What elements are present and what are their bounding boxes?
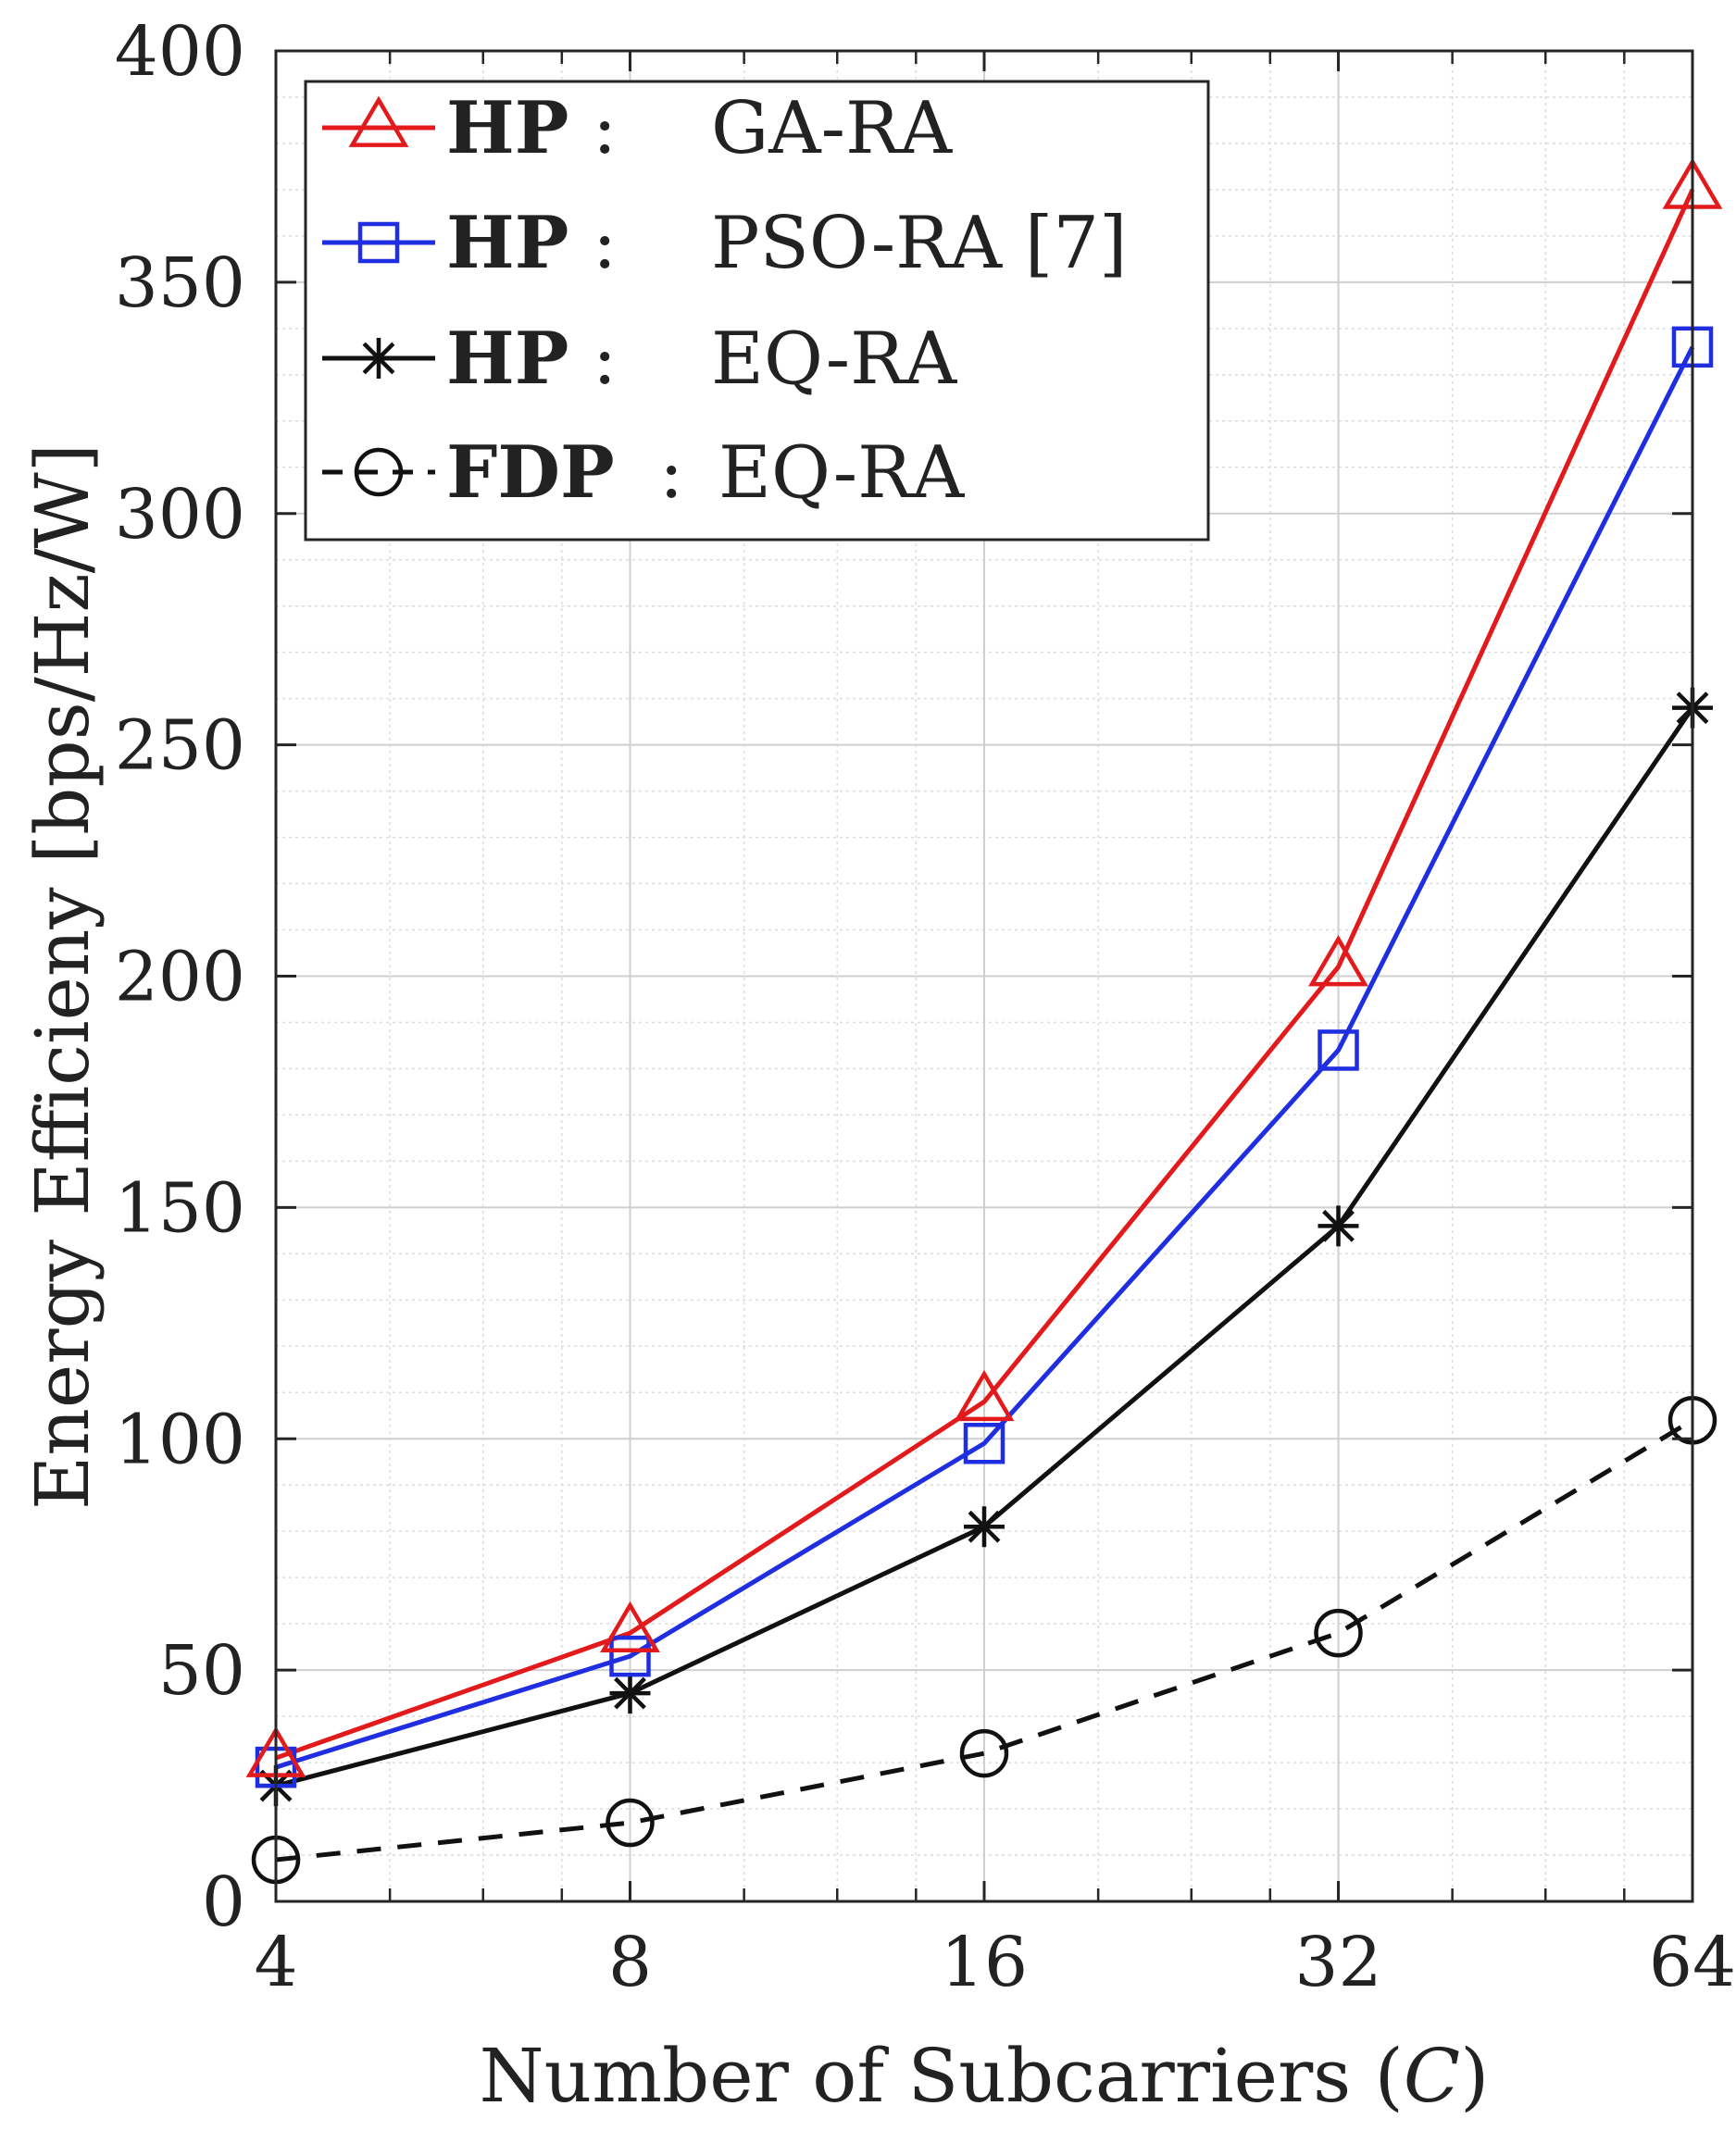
x-tick-label: 16 [941,1923,1028,2002]
data-point-hp-eq-ra [964,1506,1005,1548]
x-tick-label: 32 [1294,1923,1381,2002]
legend-marker-circle [354,447,404,497]
x-axis-title: Number of Subcarriers (C) [480,2033,1490,2119]
data-point-hp-ga-ra [600,1601,660,1652]
y-tick-label: 300 [115,475,245,554]
legend-marker-asterisk [358,338,399,379]
data-point-fdp-eq-ra [1314,1608,1363,1658]
legend-separator: : [593,87,617,170]
x-tick-label: 4 [254,1923,297,2002]
data-point-hp-ga-ra [1308,935,1368,987]
y-tick-labels: 0 50 100 150 200 250 300 350 400 [115,12,245,1942]
series-line-hp-pso-ra-7 [275,345,1695,1770]
y-tick-label: 100 [115,1400,245,1479]
legend-prefix: HP [446,201,568,285]
axis-ticks [274,49,1694,1903]
data-point-hp-ga-ra [954,1369,1015,1422]
legend-entry-fdp-eq-ra: FDP: EQ-RA [322,430,966,515]
legend-label: EQ-RA [711,318,958,401]
y-axis-title: Energy Efficieny [bps/Hz/W] [19,443,106,1510]
data-point-hp-eq-ra [1318,1205,1359,1247]
x-tick-label: 64 [1649,1923,1736,2002]
series-line-hp-ga-ra [275,188,1695,1761]
x-tick-labels: 4 8 16 32 64 [254,1923,1736,2002]
x-axis-title-text: Number of Subcarriers ( [480,2033,1404,2119]
legend-entries: HP: GA-RA HP: PSO-RA [7] HP: EQ-RA FDP: EQ-RA [322,86,1127,515]
legend-marker-square [357,221,400,264]
legend-entry-hp-pso-ra-7: HP: PSO-RA [7] [322,201,1127,285]
y-tick-label: 400 [115,12,245,92]
asterisk-stroke [968,1510,1001,1543]
legend-label: GA-RA [711,87,954,170]
series-line-fdp-eq-ra [275,1418,1694,1863]
asterisk-stroke [362,342,395,375]
legend-label: PSO-RA [7] [711,202,1127,285]
data-point-hp-eq-ra [609,1673,651,1714]
y-tick-label: 0 [202,1863,245,1942]
data-point-hp-pso-ra-7 [963,1422,1005,1464]
legend-entry-hp-ga-ra: HP: GA-RA [322,86,954,170]
y-tick-label: 250 [115,706,245,786]
legend-prefix: FDP [446,430,615,515]
data-point-hp-pso-ra-7 [609,1635,651,1677]
x-axis-title-variable: C [1404,2033,1460,2119]
legend-box [304,80,1210,542]
legend-entry-hp-eq-ra: HP: EQ-RA [322,317,958,401]
y-tick-label: 50 [158,1631,245,1711]
y-tick-label: 200 [115,938,245,1017]
data-point-hp-pso-ra-7 [1318,1029,1359,1071]
legend-separator: : [593,202,617,285]
legend-prefix: HP [446,86,568,170]
asterisk-stroke [1322,1209,1355,1242]
asterisk-stroke [614,1676,646,1710]
x-tick-label: 8 [608,1923,652,2002]
y-tick-label: 350 [115,243,245,323]
legend-separator: : [659,431,683,515]
legend: HP: GA-RA HP: PSO-RA [7] HP: EQ-RA FDP: EQ-RA [304,80,1210,542]
legend-prefix: HP [446,317,568,401]
legend-label: EQ-RA [718,431,966,515]
legend-marker-triangle [348,95,409,147]
x-axis-title-close: ) [1460,2033,1489,2119]
legend-separator: : [593,318,617,401]
data-point-fdp-eq-ra [959,1728,1009,1778]
y-tick-label: 150 [115,1168,245,1248]
data-point-fdp-eq-ra [606,1798,655,1848]
